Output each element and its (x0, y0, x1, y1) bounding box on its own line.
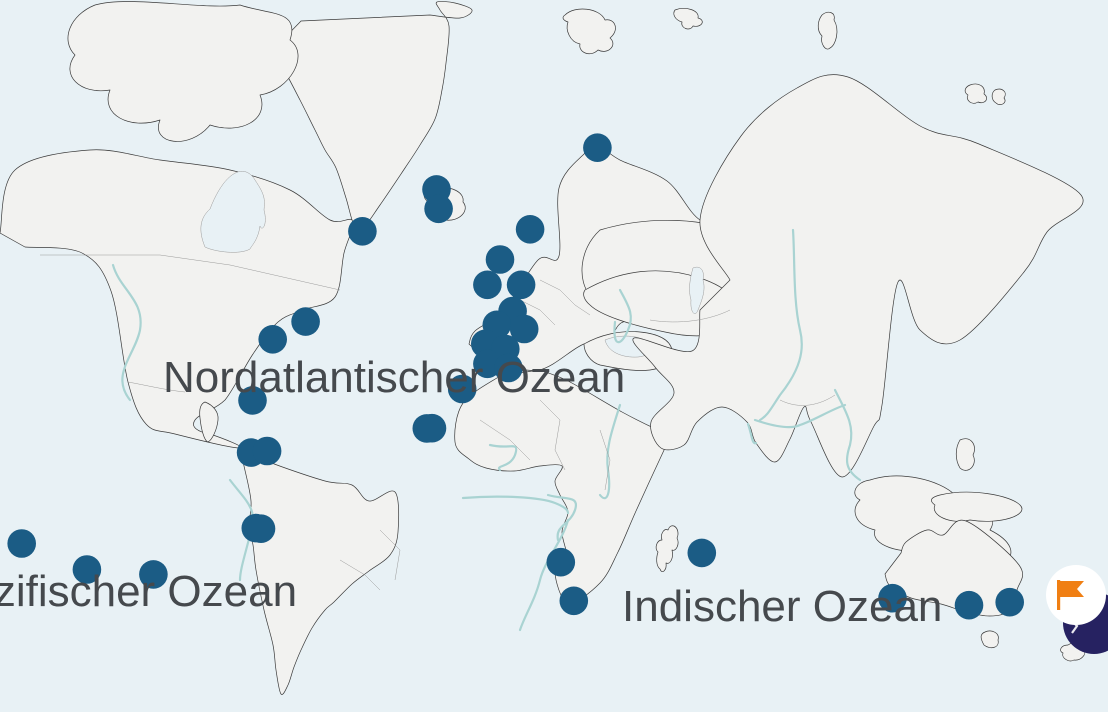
svg-text:Pazifischer Ozean: Pazifischer Ozean (0, 567, 297, 616)
svg-text:Nordatlantischer Ozean: Nordatlantischer Ozean (163, 353, 625, 402)
svg-text:Indischer Ozean: Indischer Ozean (622, 582, 942, 631)
